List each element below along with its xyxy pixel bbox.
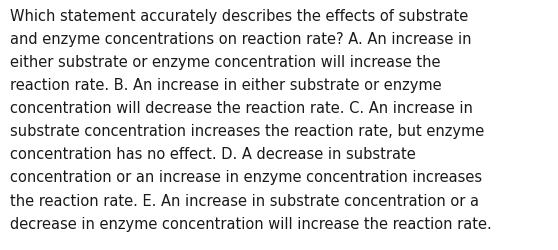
Text: concentration or an increase in enzyme concentration increases: concentration or an increase in enzyme c… — [10, 170, 482, 185]
Text: concentration has no effect. D. A decrease in substrate: concentration has no effect. D. A decrea… — [10, 147, 416, 162]
Text: and enzyme concentrations on reaction rate? A. An increase in: and enzyme concentrations on reaction ra… — [10, 32, 472, 47]
Text: reaction rate. B. An increase in either substrate or enzyme: reaction rate. B. An increase in either … — [10, 78, 442, 93]
Text: the reaction rate. E. An increase in substrate concentration or a: the reaction rate. E. An increase in sub… — [10, 193, 479, 208]
Text: concentration will decrease the reaction rate. C. An increase in: concentration will decrease the reaction… — [10, 101, 473, 116]
Text: Which statement accurately describes the effects of substrate: Which statement accurately describes the… — [10, 9, 468, 24]
Text: substrate concentration increases the reaction rate, but enzyme: substrate concentration increases the re… — [10, 124, 484, 139]
Text: decrease in enzyme concentration will increase the reaction rate.: decrease in enzyme concentration will in… — [10, 216, 492, 231]
Text: either substrate or enzyme concentration will increase the: either substrate or enzyme concentration… — [10, 55, 441, 70]
